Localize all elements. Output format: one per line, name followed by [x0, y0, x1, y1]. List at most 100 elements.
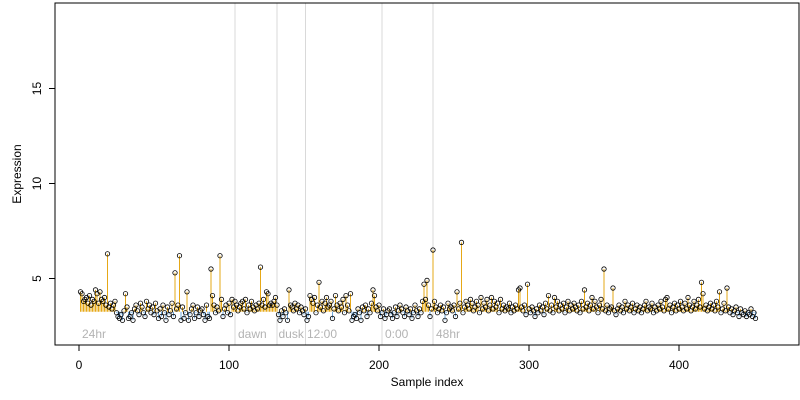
data-point: [668, 310, 675, 316]
data-point: [152, 300, 159, 306]
data-point: [724, 285, 730, 291]
data-point: [181, 315, 187, 321]
data-point: [341, 310, 348, 316]
data-point: [380, 306, 387, 312]
data-point: [136, 311, 142, 318]
data-point: [521, 302, 528, 308]
data-point: [343, 292, 349, 299]
y-tick-label: 5: [30, 275, 44, 282]
data-point: [425, 302, 432, 308]
data-point: [329, 315, 336, 321]
data-point: [407, 306, 414, 312]
data-point: [751, 310, 757, 316]
data-point: [562, 310, 568, 316]
data-point: [565, 298, 571, 304]
x-tick-label: 400: [669, 358, 689, 372]
data-point: [440, 304, 447, 310]
data-point: [161, 310, 168, 316]
data-point: [386, 306, 393, 312]
data-point: [560, 300, 567, 306]
x-axis-label: Sample index: [391, 375, 464, 389]
data-point: [185, 317, 192, 323]
data-point: [157, 306, 163, 312]
data-point: [664, 294, 670, 301]
data-point: [592, 298, 598, 304]
data-point: [202, 317, 208, 323]
data-point: [658, 298, 664, 304]
data-point: [589, 294, 595, 301]
data-point: [241, 306, 247, 312]
data-point: [406, 311, 412, 318]
data-point: [196, 313, 202, 320]
data-point: [604, 302, 610, 308]
data-point: [401, 313, 408, 320]
data-point: [265, 291, 271, 297]
data-point: [158, 313, 165, 320]
data-point: [595, 310, 601, 316]
data-point: [344, 302, 351, 308]
data-point: [317, 304, 324, 310]
data-point: [412, 302, 418, 308]
y-tick-label: 15: [30, 82, 44, 96]
data-point: [248, 298, 255, 304]
data-point: [421, 281, 427, 287]
data-point: [323, 294, 330, 301]
data-point: [175, 302, 181, 308]
data-point: [394, 313, 400, 320]
data-point: [427, 313, 433, 320]
data-point: [619, 304, 625, 310]
y-axis: 5 10 15: [30, 82, 56, 282]
data-point: [118, 311, 124, 318]
data-point: [305, 313, 312, 320]
data-point: [475, 302, 481, 308]
data-point: [277, 317, 283, 323]
data-point: [451, 302, 457, 308]
data-point: [272, 294, 279, 301]
data-point: [101, 294, 108, 301]
data-point: [274, 302, 280, 308]
data-point: [169, 300, 175, 306]
data-point: [227, 311, 234, 318]
data-point: [209, 292, 216, 299]
x-tick-label: 100: [219, 358, 239, 372]
data-point: [586, 308, 592, 314]
data-point: [356, 310, 363, 316]
data-point: [455, 306, 462, 312]
data-point: [685, 294, 691, 301]
phase-labels: 24hr dawn dusk 12:00 0:00 48hr: [82, 327, 460, 341]
data-point: [160, 302, 166, 308]
data-point: [482, 304, 489, 310]
data-point: [431, 298, 438, 304]
data-point: [523, 311, 529, 318]
data-point: [485, 308, 492, 314]
data-point: [340, 296, 346, 302]
data-point: [262, 304, 268, 310]
stems: [80, 242, 756, 321]
data-point: [613, 311, 619, 318]
data-point: [442, 317, 448, 323]
data-point: [389, 315, 396, 321]
data-point: [172, 270, 178, 276]
data-point: [275, 311, 282, 318]
data-point: [176, 253, 183, 259]
y-tick-label: 10: [30, 177, 44, 191]
data-point: [494, 300, 501, 306]
data-point: [610, 285, 616, 291]
data-point: [301, 311, 307, 318]
data-point: [532, 313, 538, 320]
data-point: [86, 292, 93, 299]
data-point: [142, 313, 148, 320]
data-point: [752, 315, 759, 321]
data-point: [347, 291, 354, 297]
data-point: [320, 308, 327, 314]
data-point: [622, 298, 628, 304]
data-point: [716, 289, 723, 295]
data-point: [391, 310, 397, 316]
data-point: [149, 304, 156, 310]
data-point: [367, 310, 373, 316]
data-point: [331, 306, 337, 312]
data-point: [79, 291, 85, 297]
data-point: [545, 292, 552, 299]
phase-label: 12:00: [307, 327, 337, 341]
